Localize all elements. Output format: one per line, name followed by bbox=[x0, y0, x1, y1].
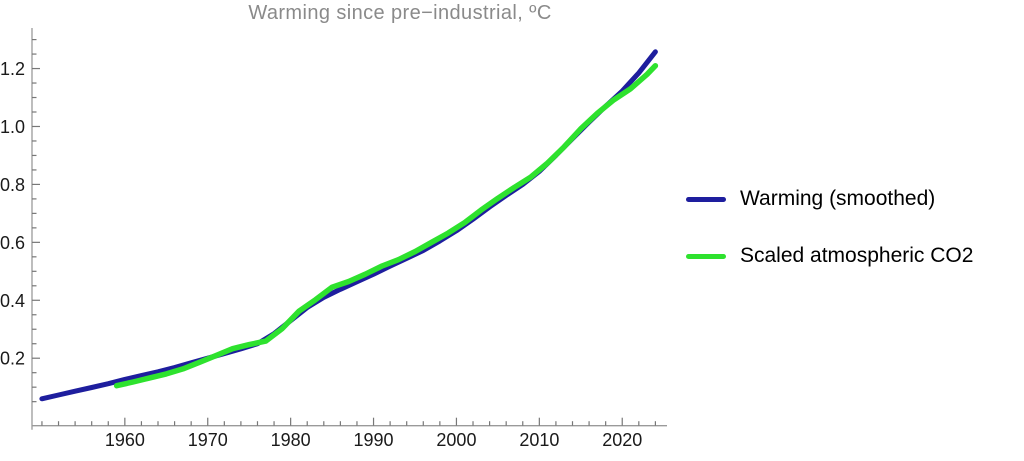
y-tick-label: 1.2 bbox=[0, 59, 25, 79]
x-tick-label: 2020 bbox=[602, 430, 642, 450]
x-tick-label: 2010 bbox=[519, 430, 559, 450]
legend-entry-warming: Warming (smoothed) bbox=[686, 183, 973, 215]
co2-line-swatch bbox=[686, 253, 726, 259]
warming-smoothed-line bbox=[39, 49, 658, 402]
legend: Warming (smoothed) Scaled atmospheric CO… bbox=[686, 183, 973, 297]
x-tick-label: 2000 bbox=[436, 430, 476, 450]
y-tick-label: 0.4 bbox=[0, 291, 25, 311]
warming-line-swatch bbox=[686, 196, 726, 202]
y-tick-label: 0.8 bbox=[0, 175, 25, 195]
y-tick-label: 0.2 bbox=[0, 349, 25, 369]
y-tick-label: 1.0 bbox=[0, 117, 25, 137]
legend-label-warming: Warming (smoothed) bbox=[740, 187, 936, 210]
chart-title: Warming since pre−industrial, ºC bbox=[248, 2, 552, 24]
x-tick-label: 1990 bbox=[354, 430, 394, 450]
legend-label-co2: Scaled atmospheric CO2 bbox=[740, 244, 974, 267]
x-tick-label: 1980 bbox=[271, 430, 311, 450]
y-tick-label: 0.6 bbox=[0, 233, 25, 253]
scaled-co2-line bbox=[113, 62, 659, 389]
x-tick-label: 1970 bbox=[188, 430, 228, 450]
legend-entry-co2: Scaled atmospheric CO2 bbox=[686, 240, 973, 272]
x-tick-label: 1960 bbox=[105, 430, 145, 450]
